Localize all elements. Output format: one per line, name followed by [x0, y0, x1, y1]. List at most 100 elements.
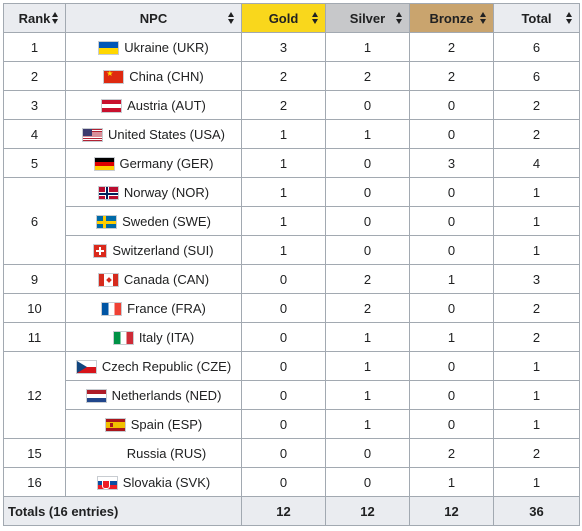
bronze-cell: 0 [409, 90, 494, 120]
sort-icon[interactable] [312, 12, 319, 24]
total-cell: 1 [493, 235, 580, 265]
netherlands-flag-icon [85, 388, 107, 403]
sweden-flag-icon [96, 214, 118, 229]
gold-cell: 0 [241, 264, 326, 294]
npc-link[interactable]: France (FRA) [127, 300, 206, 316]
total-header[interactable]: Total [493, 3, 580, 33]
ukraine-flag-icon [98, 40, 120, 55]
npc-link[interactable]: Ukraine (UKR) [124, 39, 209, 55]
table-row: Netherlands (NED) 0 1 0 1 [4, 380, 580, 410]
npc-link[interactable]: China (CHN) [129, 68, 204, 84]
france-flag-icon [101, 301, 123, 316]
table-row: 16 Slovakia (SVK) 0 0 1 1 [3, 467, 580, 497]
gold-header-label: Gold [268, 10, 299, 26]
total-header-label: Total [521, 10, 552, 26]
npc-cell: Spain (ESP) [65, 409, 242, 439]
table-row: 4 United States (USA) 1 1 0 2 [3, 119, 580, 149]
npc-cell: Sweden (SWE) [65, 206, 242, 236]
gold-cell: 0 [241, 351, 326, 381]
bronze-cell: 1 [409, 264, 494, 294]
gold-cell: 0 [241, 380, 326, 410]
npc-link[interactable]: Germany (GER) [119, 155, 214, 171]
npc-header[interactable]: NPC [65, 3, 242, 33]
gold-cell: 0 [241, 293, 326, 323]
silver-cell: 0 [325, 438, 410, 468]
bronze-cell: 1 [409, 322, 494, 352]
bronze-cell: 0 [409, 177, 494, 207]
npc-link[interactable]: Netherlands (NED) [111, 387, 222, 403]
canada-flag-icon [97, 272, 119, 287]
total-cell: 4 [493, 148, 580, 178]
medal-table: Rank NPC Gold Silver Bronze Total 1 Ukra… [3, 3, 580, 526]
sort-icon[interactable] [52, 12, 59, 24]
npc-link[interactable]: Sweden (SWE) [122, 213, 211, 229]
npc-link[interactable]: Russia (RUS) [126, 445, 207, 461]
gold-header[interactable]: Gold [241, 3, 326, 33]
table-row: 11 Italy (ITA) 0 1 1 2 [3, 322, 580, 352]
silver-cell: 1 [325, 32, 410, 62]
silver-header[interactable]: Silver [325, 3, 410, 33]
total-cell: 3 [493, 264, 580, 294]
total-cell: 1 [493, 206, 580, 236]
npc-link[interactable]: United States (USA) [107, 126, 226, 142]
sort-icon[interactable] [566, 12, 573, 24]
rank-cell: 4 [3, 119, 66, 149]
sort-icon[interactable] [228, 12, 235, 24]
table-row: 3 Austria (AUT) 2 0 0 2 [3, 90, 580, 120]
sort-icon[interactable] [396, 12, 403, 24]
gold-cell: 3 [241, 32, 326, 62]
rank-cell: 1 [3, 32, 66, 62]
table-row: 10 France (FRA) 0 2 0 2 [3, 293, 580, 323]
npc-link[interactable]: Spain (ESP) [130, 416, 203, 432]
rank-header[interactable]: Rank [3, 3, 66, 33]
npc-link[interactable]: Slovakia (SVK) [122, 474, 211, 490]
totals-row: Totals (16 entries) 12 12 12 36 [3, 496, 580, 526]
rank-cell: 12 [3, 351, 66, 439]
npc-link[interactable]: Italy (ITA) [138, 329, 195, 345]
npc-link[interactable]: Austria (AUT) [127, 97, 206, 113]
npc-cell: Slovakia (SVK) [65, 467, 242, 497]
bronze-cell: 2 [409, 61, 494, 91]
total-cell: 1 [493, 177, 580, 207]
bronze-cell: 2 [409, 438, 494, 468]
total-cell: 6 [493, 32, 580, 62]
total-cell: 2 [493, 293, 580, 323]
npc-cell: Ukraine (UKR) [65, 32, 242, 62]
npc-cell: Russia (RUS) [65, 438, 242, 468]
silver-cell: 1 [325, 119, 410, 149]
total-cell: 2 [493, 438, 580, 468]
germany-flag-icon [93, 156, 115, 171]
total-cell: 2 [493, 90, 580, 120]
npc-cell: United States (USA) [65, 119, 242, 149]
npc-header-label: NPC [139, 10, 168, 26]
sort-icon[interactable] [480, 12, 487, 24]
silver-cell: 2 [325, 61, 410, 91]
silver-cell: 0 [325, 467, 410, 497]
rank-cell: 10 [3, 293, 66, 323]
table-row: 2 China (CHN) 2 2 2 6 [3, 61, 580, 91]
npc-link[interactable]: Switzerland (SUI) [112, 242, 214, 258]
total-cell: 6 [493, 61, 580, 91]
header-row: Rank NPC Gold Silver Bronze Total [3, 3, 580, 33]
bronze-cell: 0 [409, 119, 494, 149]
czech-flag-icon [75, 359, 97, 374]
spain-flag-icon [104, 417, 126, 432]
gold-cell: 0 [241, 467, 326, 497]
npc-link[interactable]: Canada (CAN) [123, 271, 210, 287]
silver-cell: 1 [325, 322, 410, 352]
rank-cell: 11 [3, 322, 66, 352]
npc-cell: Netherlands (NED) [65, 380, 242, 410]
switzerland-flag-icon [93, 243, 108, 258]
totals-label: Totals (16 entries) [3, 496, 242, 526]
npc-link[interactable]: Norway (NOR) [123, 184, 210, 200]
silver-cell: 1 [325, 409, 410, 439]
totals-bronze: 12 [409, 496, 494, 526]
npc-link[interactable]: Czech Republic (CZE) [101, 358, 232, 374]
gold-cell: 1 [241, 235, 326, 265]
silver-cell: 0 [325, 177, 410, 207]
table-row: Spain (ESP) 0 1 0 1 [4, 409, 580, 439]
bronze-header[interactable]: Bronze [409, 3, 494, 33]
bronze-cell: 0 [409, 409, 494, 439]
rank-cell: 9 [3, 264, 66, 294]
total-cell: 2 [493, 322, 580, 352]
